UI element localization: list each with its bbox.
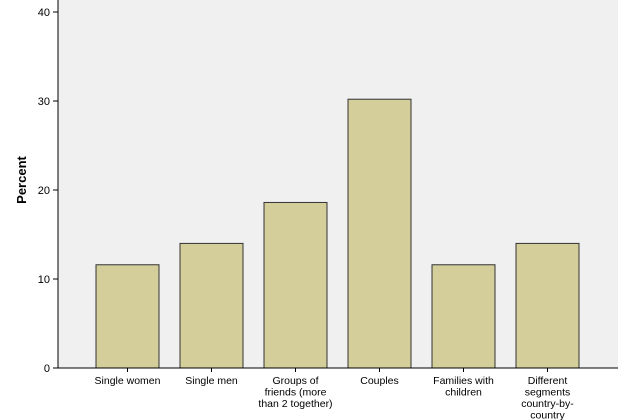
x-category-label: Groups of friends (more than 2 together) [258,375,332,410]
bar [179,242,244,369]
y-axis-title: Percent [14,155,29,203]
x-category-label: Single men [185,375,238,387]
bar [263,201,328,369]
y-tick-label: 40 [38,7,50,19]
bar [515,242,580,369]
bar [431,264,496,369]
x-category-label: Single women [95,375,161,387]
y-tick-label: 10 [38,274,50,286]
bar [347,98,412,369]
x-category-label: Couples [360,375,399,387]
x-category-label: Different segments country-by-country [521,375,574,420]
y-tick-label: 30 [38,96,50,108]
bar [95,264,160,369]
y-tick-label: 0 [44,363,50,375]
x-category-label: Families with children [433,375,494,399]
y-tick-label: 20 [38,185,50,197]
